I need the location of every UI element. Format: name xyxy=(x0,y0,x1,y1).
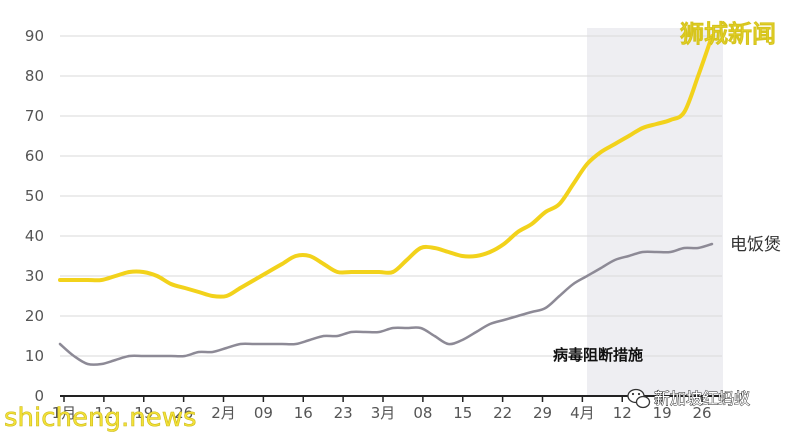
x-tick-label: 16 xyxy=(294,404,313,422)
x-tick-label: 4月 xyxy=(570,404,595,422)
y-tick-label: 10 xyxy=(25,347,44,365)
x-tick-label: 23 xyxy=(334,404,353,422)
x-tick-label: 2月 xyxy=(211,404,236,422)
x-tick-label: 26 xyxy=(692,404,711,422)
x-tick-label: 22 xyxy=(493,404,512,422)
watermark-bottom-left: shicheng.news xyxy=(4,403,197,433)
y-tick-label: 90 xyxy=(25,27,44,45)
x-tick-label: 09 xyxy=(254,404,273,422)
watermark-top-right: 狮城新闻 xyxy=(680,20,776,48)
y-tick-label: 40 xyxy=(25,227,44,245)
x-axis-labels: 1月 12 19 26 2月 09 16 23 3月 08 15 22 29 4月 12 19 26 xyxy=(52,396,712,422)
x-tick-label: 1月 xyxy=(52,404,77,422)
measures-label: 病毒阻断措施 xyxy=(553,346,643,364)
series-line-0 xyxy=(58,34,714,299)
x-tick-label: 19 xyxy=(134,404,153,422)
y-tick-label: 20 xyxy=(25,307,44,325)
measures-shaded-region xyxy=(587,28,723,396)
series-group xyxy=(58,34,714,367)
wechat-icon xyxy=(627,388,651,409)
y-tick-label: 80 xyxy=(25,67,44,85)
x-tick-label: 3月 xyxy=(371,404,396,422)
x-tick-label: 29 xyxy=(533,404,552,422)
y-tick-label: 50 xyxy=(25,187,44,205)
x-tick-label: 19 xyxy=(653,404,672,422)
y-tick-label: 30 xyxy=(25,267,44,285)
y-tick-label: 60 xyxy=(25,147,44,165)
y-tick-label: 70 xyxy=(25,107,44,125)
y-tick-label: 0 xyxy=(34,387,44,405)
series-label-rice-cooker: 电饭煲 xyxy=(730,235,781,255)
x-tick-label: 08 xyxy=(413,404,432,422)
x-tick-label: 26 xyxy=(174,404,193,422)
y-axis-labels: 0 10 20 30 40 50 60 70 80 90 xyxy=(25,27,44,405)
x-tick-label: 12 xyxy=(613,404,632,422)
series-line-1 xyxy=(58,242,714,367)
x-tick-label: 12 xyxy=(94,404,113,422)
x-tick-label: 15 xyxy=(453,404,472,422)
watermark-bottom-right: 新加坡红蚂蚁 xyxy=(654,389,750,408)
grid-lines xyxy=(60,35,722,357)
